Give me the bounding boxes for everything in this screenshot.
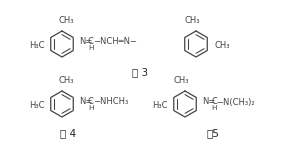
Text: 式5: 式5 xyxy=(207,128,219,138)
Text: CH₃: CH₃ xyxy=(184,16,200,25)
Text: −NCH═N−: −NCH═N− xyxy=(93,37,137,46)
Text: 式 4: 式 4 xyxy=(60,128,76,138)
Text: CH₃: CH₃ xyxy=(173,76,189,85)
Text: CH₃: CH₃ xyxy=(58,16,74,25)
Text: H₃C: H₃C xyxy=(29,41,45,51)
Text: −NHCH₃: −NHCH₃ xyxy=(93,97,128,106)
Text: C: C xyxy=(88,97,94,106)
Text: H: H xyxy=(88,45,94,51)
Text: N=: N= xyxy=(79,97,92,106)
Text: H: H xyxy=(88,105,94,111)
Text: C: C xyxy=(211,97,217,106)
Text: H₃C: H₃C xyxy=(29,101,45,111)
Text: −N(CH₃)₂: −N(CH₃)₂ xyxy=(216,97,255,106)
Text: CH₃: CH₃ xyxy=(58,76,74,85)
Text: 式 3: 式 3 xyxy=(132,67,148,77)
Text: N=: N= xyxy=(79,37,92,46)
Text: CH₃: CH₃ xyxy=(214,41,230,51)
Text: C: C xyxy=(88,37,94,46)
Text: H₃C: H₃C xyxy=(152,101,168,111)
Text: H: H xyxy=(211,105,216,111)
Text: N=: N= xyxy=(202,97,215,106)
